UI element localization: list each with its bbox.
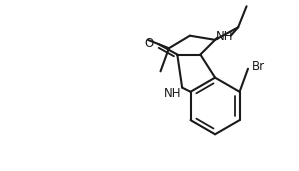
- Text: Br: Br: [252, 60, 265, 73]
- Text: O: O: [144, 37, 154, 50]
- Text: NH: NH: [164, 87, 181, 100]
- Text: NH: NH: [216, 30, 233, 43]
